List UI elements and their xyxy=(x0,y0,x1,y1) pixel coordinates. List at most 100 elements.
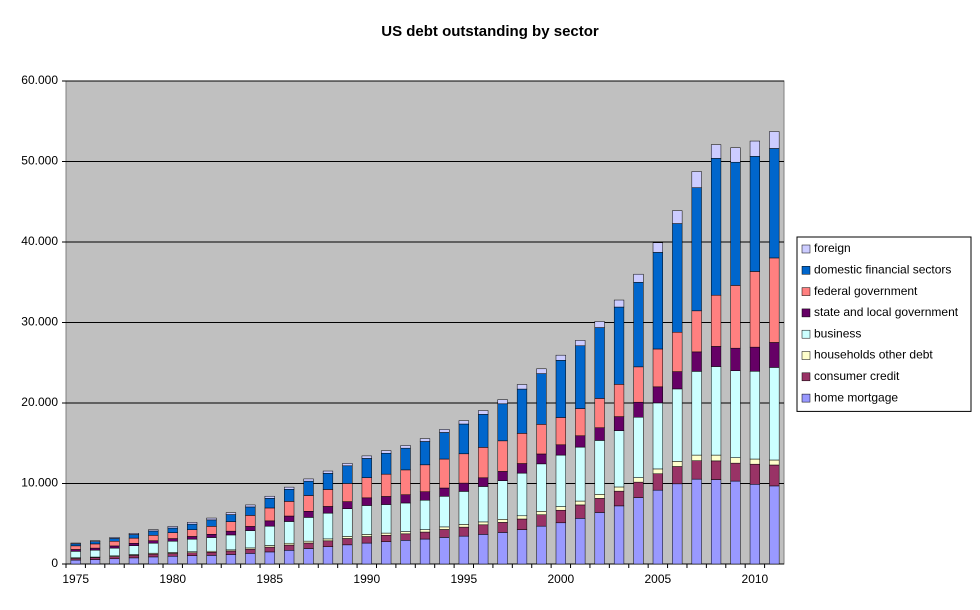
bar-segment xyxy=(225,550,237,555)
bar-segment xyxy=(128,543,140,546)
bar-segment xyxy=(575,345,586,409)
bar-segment xyxy=(342,538,353,546)
bar-segment xyxy=(575,500,586,506)
bar-segment xyxy=(730,347,741,371)
bar-segment xyxy=(633,481,644,498)
bar-segment xyxy=(225,530,237,536)
bar-segment xyxy=(497,532,508,565)
bar-segment xyxy=(439,526,450,530)
bar-segment xyxy=(478,410,489,415)
bar-segment xyxy=(672,331,683,372)
bar-segment xyxy=(730,147,741,163)
bar-segment xyxy=(575,446,586,502)
bar-segment xyxy=(769,459,780,466)
bar-segment xyxy=(400,494,411,504)
bar-segment xyxy=(284,515,295,522)
bar-segment xyxy=(458,526,469,537)
bar-segment xyxy=(303,548,314,565)
bar-segment xyxy=(187,529,198,537)
bar-segment xyxy=(284,501,295,517)
bar-segment xyxy=(749,458,760,465)
bar-segment xyxy=(419,531,431,540)
bar-segment xyxy=(672,461,683,467)
bar-segment xyxy=(381,535,392,542)
bar-segment xyxy=(439,487,450,497)
bar-segment xyxy=(536,373,547,425)
bar-segment xyxy=(419,441,431,466)
bar-segment xyxy=(497,440,508,472)
bar-segment xyxy=(749,346,760,372)
legend-swatch xyxy=(801,287,811,296)
bar-segment xyxy=(575,435,586,448)
bar-segment xyxy=(167,527,178,533)
bar-segment xyxy=(303,480,314,496)
bar-segment xyxy=(245,526,256,531)
bar-segment xyxy=(497,399,508,405)
bar-segment xyxy=(109,541,120,547)
legend-label: foreign xyxy=(814,241,851,255)
bar-segment xyxy=(128,537,140,544)
bar-segment xyxy=(710,454,722,462)
legend-label: home mortgage xyxy=(814,390,898,404)
bar-segment xyxy=(555,509,566,524)
bar-segment xyxy=(575,340,586,347)
bar-segment xyxy=(749,484,760,565)
bar-segment xyxy=(672,466,683,485)
bar-segment xyxy=(225,521,237,532)
bar-segment xyxy=(322,538,334,542)
bar-segment xyxy=(303,540,314,544)
bar-segment xyxy=(206,517,217,521)
bar-segment xyxy=(594,321,605,328)
bar-segment xyxy=(381,532,392,536)
bar-segment xyxy=(167,526,178,529)
bar-segment xyxy=(458,453,469,484)
bar-segment xyxy=(730,285,741,349)
bar-segment xyxy=(478,447,489,479)
legend-label: federal government xyxy=(814,284,918,298)
bar-segment xyxy=(594,494,605,499)
bar-segment xyxy=(187,523,198,530)
bar-segment xyxy=(361,458,372,478)
bar-segment xyxy=(187,555,198,565)
bar-segment xyxy=(148,542,159,554)
bar-segment xyxy=(691,478,702,565)
bar-segment xyxy=(225,534,237,551)
bar-segment xyxy=(361,455,372,459)
bar-segment xyxy=(439,537,450,565)
bar-segment xyxy=(128,555,140,559)
bar-segment xyxy=(594,427,605,441)
bar-segment xyxy=(206,555,217,565)
bar-segment xyxy=(245,506,256,516)
bar-segment xyxy=(613,430,625,488)
bar-segment xyxy=(536,514,547,527)
bar-segment xyxy=(439,432,450,460)
bar-segment xyxy=(187,536,198,540)
bar-segment xyxy=(613,384,625,417)
y-tick-label: 10.000 xyxy=(21,476,58,490)
bar-segment xyxy=(400,533,411,541)
bar-segment xyxy=(284,542,295,546)
bar-segment xyxy=(710,294,722,347)
bar-segment xyxy=(264,520,275,527)
bar-segment xyxy=(322,473,334,490)
bar-segment xyxy=(652,473,663,491)
bar-segment xyxy=(109,545,120,549)
bar-segment xyxy=(148,529,159,532)
bar-segment xyxy=(90,557,101,560)
bar-segment xyxy=(672,223,683,333)
bar-segment xyxy=(128,533,140,535)
bar-segment xyxy=(710,479,722,565)
bar-segment xyxy=(613,416,625,431)
y-tick-label: 40.000 xyxy=(21,234,58,248)
bar-segment xyxy=(322,546,334,565)
bar-segment xyxy=(439,529,450,538)
bar-segment xyxy=(206,551,217,556)
bar-segment xyxy=(730,480,741,565)
bar-segment xyxy=(381,496,392,505)
bar-segment xyxy=(322,540,334,547)
bar-segment xyxy=(342,501,353,509)
y-tick-label: 30.000 xyxy=(21,315,58,329)
bar-segment xyxy=(555,360,566,418)
bar-segment xyxy=(322,506,334,514)
bar-segment xyxy=(70,549,81,552)
